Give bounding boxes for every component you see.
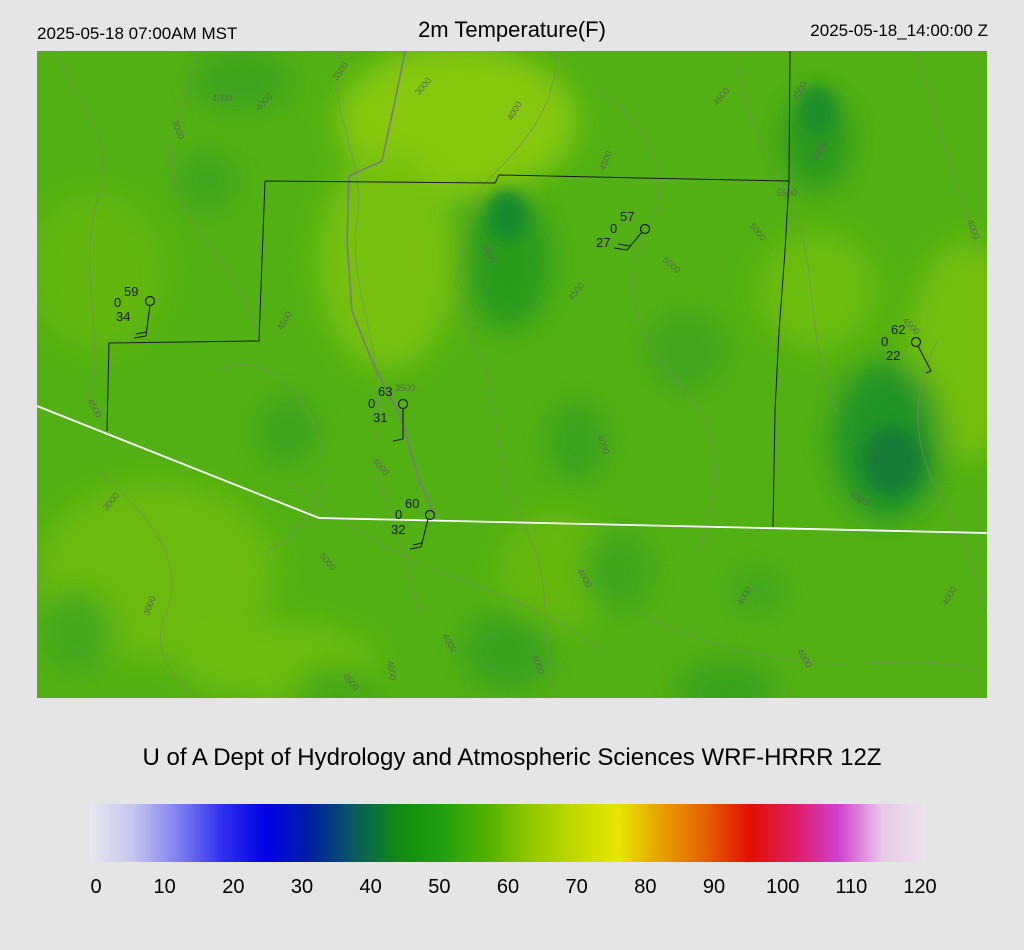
station-circle <box>639 223 651 235</box>
station-dewpoint: 27 <box>596 235 610 250</box>
station-cloud: 0 <box>395 507 402 522</box>
station-temp: 57 <box>620 209 634 224</box>
station-temp: 60 <box>405 496 419 511</box>
county-boundary <box>772 180 790 529</box>
station-temp: 63 <box>378 384 392 399</box>
temperature-colorbar <box>90 804 926 862</box>
station-plot: 57 0 27 <box>596 209 651 251</box>
colorbar-tick-label: 50 <box>428 876 451 898</box>
station-plot: 59 0 34 <box>114 284 156 339</box>
contour-label: 4000 <box>385 660 398 681</box>
colorbar-tick-label: 110 <box>835 876 868 898</box>
station-dewpoint: 22 <box>886 348 900 363</box>
colorbar-tick-label: 120 <box>903 876 937 898</box>
colorbar-tick-label: 100 <box>765 876 800 898</box>
county-boundary <box>106 51 791 432</box>
valid-time-local: 2025-05-18 07:00AM MST <box>37 24 238 43</box>
model-credit: U of A Dept of Hydrology and Atmospheric… <box>142 744 882 771</box>
river <box>346 51 434 514</box>
colorbar-tick-label: 20 <box>222 876 245 898</box>
station-dewpoint: 31 <box>373 410 387 425</box>
wind-barb <box>613 231 643 251</box>
wind-barb <box>917 345 932 374</box>
wind-barb <box>133 304 151 339</box>
temperature-cores <box>487 86 922 496</box>
station-plot: 63 0 31 <box>368 384 409 442</box>
terrain-contours <box>56 51 987 698</box>
station-temp: 59 <box>124 284 138 299</box>
colorbar-tick-label: 90 <box>702 876 726 898</box>
map-title: 2m Temperature(F) <box>418 17 606 42</box>
station-cloud: 0 <box>881 334 888 349</box>
colorbar-labels: 0 10 20 30 40 50 60 70 80 90 100 110 120 <box>0 876 1024 902</box>
station-plots: 59 0 34 57 0 27 63 0 31 60 0 32 <box>114 209 932 550</box>
station-cloud: 0 <box>114 295 121 310</box>
contour-label: 4000 <box>212 93 232 103</box>
station-circle <box>424 509 436 521</box>
colorbar-tick-label: 10 <box>153 876 176 898</box>
station-cloud: 0 <box>368 396 375 411</box>
valid-time-utc: 2025-05-18_14:00:00 Z <box>810 21 988 40</box>
station-plot: 60 0 32 <box>391 496 436 550</box>
station-temp: 62 <box>891 322 905 337</box>
colorbar-tick-label: 30 <box>290 876 314 898</box>
temperature-map: 3500 3000 4000 4000 3000 4000 4500 4500 … <box>37 51 987 698</box>
station-plot: 62 0 22 <box>881 322 932 374</box>
wind-barb <box>392 408 404 442</box>
wind-barb <box>409 518 429 550</box>
state-border <box>37 405 987 534</box>
station-dewpoint: 34 <box>116 309 130 324</box>
colorbar-tick-label: 0 <box>90 876 102 898</box>
station-circle <box>910 336 922 348</box>
colorbar-gradient <box>90 804 926 862</box>
colorbar-tick-label: 70 <box>565 876 588 898</box>
contour-label: 3500 <box>395 383 415 393</box>
colorbar-tick-label: 40 <box>359 876 382 898</box>
station-dewpoint: 32 <box>391 522 405 537</box>
colorbar-tick-label: 80 <box>634 876 657 898</box>
station-cloud: 0 <box>610 221 617 236</box>
colorbar-tick-label: 60 <box>496 876 520 898</box>
contour-label: 5500 <box>777 188 797 198</box>
